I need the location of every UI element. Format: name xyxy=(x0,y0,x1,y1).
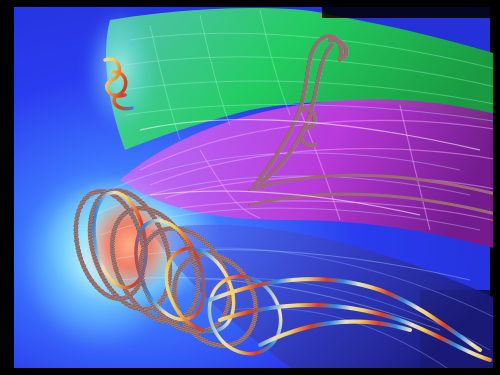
highlight-streaks xyxy=(139,119,481,216)
lower-trailing-ribbons xyxy=(208,277,492,362)
arching-helical-ribbon xyxy=(253,33,349,187)
coiled-ribbon-bundle xyxy=(73,188,283,356)
upper-green-sheet xyxy=(105,8,500,151)
green-sheet-mesh xyxy=(121,9,500,141)
lower-blue-sheet xyxy=(150,224,500,375)
upper-twisted-ribbon xyxy=(103,57,134,111)
upper-right-field-ribbons xyxy=(248,173,500,217)
